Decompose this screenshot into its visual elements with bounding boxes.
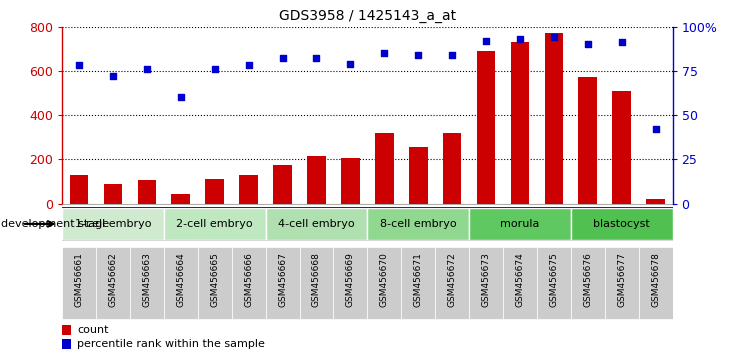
Text: development stage: development stage xyxy=(1,219,110,229)
Point xyxy=(412,52,424,58)
FancyBboxPatch shape xyxy=(469,247,503,319)
Point xyxy=(582,41,594,47)
FancyBboxPatch shape xyxy=(639,247,673,319)
Point xyxy=(480,38,492,44)
Bar xyxy=(375,133,393,204)
Bar xyxy=(545,33,563,204)
Point xyxy=(73,63,85,68)
FancyBboxPatch shape xyxy=(367,208,469,240)
FancyBboxPatch shape xyxy=(333,247,367,319)
FancyBboxPatch shape xyxy=(605,247,639,319)
Point xyxy=(650,126,662,132)
FancyBboxPatch shape xyxy=(435,247,469,319)
Point xyxy=(379,50,390,56)
Bar xyxy=(69,175,88,204)
Text: 2-cell embryo: 2-cell embryo xyxy=(176,219,253,229)
Bar xyxy=(443,133,461,204)
FancyBboxPatch shape xyxy=(232,247,265,319)
Bar xyxy=(578,78,597,204)
FancyBboxPatch shape xyxy=(198,247,232,319)
FancyBboxPatch shape xyxy=(401,247,435,319)
Text: GSM456671: GSM456671 xyxy=(414,252,423,307)
Text: GSM456669: GSM456669 xyxy=(346,252,355,307)
FancyBboxPatch shape xyxy=(571,247,605,319)
FancyBboxPatch shape xyxy=(62,247,96,319)
FancyBboxPatch shape xyxy=(571,208,673,240)
Point xyxy=(514,36,526,42)
Text: 1-cell embryo: 1-cell embryo xyxy=(75,219,151,229)
FancyBboxPatch shape xyxy=(537,247,571,319)
Text: GSM456673: GSM456673 xyxy=(482,252,491,307)
Text: GSM456672: GSM456672 xyxy=(447,252,457,307)
Point xyxy=(446,52,458,58)
FancyBboxPatch shape xyxy=(503,247,537,319)
Text: GSM456662: GSM456662 xyxy=(108,252,118,307)
Text: GSM456661: GSM456661 xyxy=(75,252,83,307)
Point xyxy=(175,95,186,100)
Text: GSM456674: GSM456674 xyxy=(515,252,524,307)
Bar xyxy=(510,42,529,204)
Bar xyxy=(205,179,224,204)
Title: GDS3958 / 1425143_a_at: GDS3958 / 1425143_a_at xyxy=(279,9,456,23)
FancyBboxPatch shape xyxy=(96,247,130,319)
FancyBboxPatch shape xyxy=(62,208,164,240)
Point xyxy=(141,66,153,72)
Bar xyxy=(172,194,190,204)
FancyBboxPatch shape xyxy=(300,247,333,319)
Text: GSM456670: GSM456670 xyxy=(380,252,389,307)
Bar xyxy=(409,147,428,204)
Text: GSM456663: GSM456663 xyxy=(143,252,151,307)
Bar xyxy=(613,91,631,204)
Text: GSM456676: GSM456676 xyxy=(583,252,592,307)
Bar xyxy=(62,325,72,335)
Point xyxy=(311,56,322,61)
Bar xyxy=(307,156,326,204)
FancyBboxPatch shape xyxy=(265,247,300,319)
Bar xyxy=(104,184,122,204)
Point xyxy=(344,61,356,67)
Text: GSM456677: GSM456677 xyxy=(617,252,626,307)
Text: percentile rank within the sample: percentile rank within the sample xyxy=(77,339,265,349)
Text: 8-cell embryo: 8-cell embryo xyxy=(380,219,456,229)
FancyBboxPatch shape xyxy=(164,247,198,319)
Bar xyxy=(341,158,360,204)
FancyBboxPatch shape xyxy=(164,208,265,240)
Text: GSM456678: GSM456678 xyxy=(651,252,660,307)
Point xyxy=(209,66,221,72)
Point xyxy=(616,40,627,45)
Text: 4-cell embryo: 4-cell embryo xyxy=(279,219,355,229)
FancyBboxPatch shape xyxy=(265,208,367,240)
Bar xyxy=(477,51,496,204)
Point xyxy=(107,73,119,79)
Bar xyxy=(62,339,72,349)
Bar xyxy=(273,165,292,204)
Point xyxy=(243,63,254,68)
FancyBboxPatch shape xyxy=(469,208,571,240)
Text: GSM456665: GSM456665 xyxy=(211,252,219,307)
Text: count: count xyxy=(77,325,109,335)
Text: GSM456667: GSM456667 xyxy=(278,252,287,307)
Bar xyxy=(137,180,156,204)
Point xyxy=(548,34,560,40)
Text: GSM456664: GSM456664 xyxy=(176,252,186,307)
Text: GSM456668: GSM456668 xyxy=(312,252,321,307)
FancyBboxPatch shape xyxy=(367,247,401,319)
Text: GSM456666: GSM456666 xyxy=(244,252,253,307)
Bar xyxy=(239,175,258,204)
Text: morula: morula xyxy=(500,219,539,229)
Point xyxy=(277,56,289,61)
Text: blastocyst: blastocyst xyxy=(594,219,650,229)
Text: GSM456675: GSM456675 xyxy=(549,252,558,307)
Bar xyxy=(646,199,665,204)
FancyBboxPatch shape xyxy=(130,247,164,319)
